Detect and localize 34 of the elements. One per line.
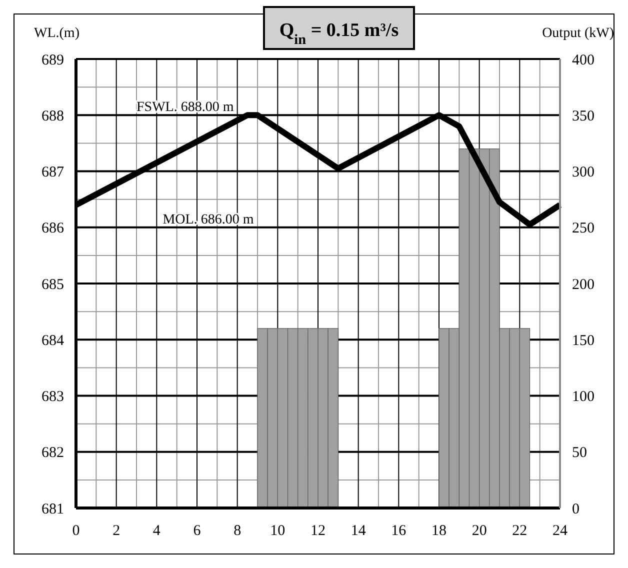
x-tick-label: 20 bbox=[472, 523, 487, 539]
x-tick-label: 16 bbox=[391, 523, 407, 539]
x-tick-label: 18 bbox=[432, 523, 446, 539]
y2-tick-label: 350 bbox=[572, 108, 594, 124]
y-tick-label: 689 bbox=[42, 52, 64, 68]
x-tick-label: 14 bbox=[350, 523, 366, 539]
x-tick-label: 24 bbox=[552, 523, 568, 539]
y2-tick-label: 250 bbox=[572, 220, 594, 237]
x-tick-label: 8 bbox=[234, 523, 242, 539]
y2-tick-label: 200 bbox=[572, 276, 594, 293]
y2-tick-label: 100 bbox=[572, 389, 594, 405]
y2-tick-label: 400 bbox=[572, 52, 594, 68]
x-tick-label: 2 bbox=[112, 523, 120, 539]
y2-axis-title: Output (kW) bbox=[542, 26, 614, 42]
y-axis-title: WL.(m) bbox=[34, 26, 80, 42]
chart-title: Q$_{in}$ = 0.15 m³/s bbox=[279, 20, 399, 48]
y-tick-label: 681 bbox=[42, 501, 64, 518]
x-tick-label: 12 bbox=[310, 523, 326, 539]
y-tick-label: 682 bbox=[42, 445, 64, 462]
y-tick-label: 688 bbox=[42, 108, 64, 124]
y2-tick-label: 0 bbox=[572, 501, 580, 518]
x-tick-label: 4 bbox=[152, 523, 161, 539]
y-tick-label: 684 bbox=[42, 332, 64, 349]
y2-tick-label: 300 bbox=[572, 164, 594, 180]
y-tick-label: 683 bbox=[42, 389, 64, 405]
y-tick-label: 686 bbox=[42, 220, 64, 237]
y-tick-label: 687 bbox=[42, 164, 64, 180]
x-tick-label: 6 bbox=[193, 523, 202, 539]
y-tick-label: 685 bbox=[42, 276, 64, 293]
y2-tick-label: 50 bbox=[572, 445, 587, 462]
x-tick-label: 10 bbox=[270, 523, 286, 539]
y2-tick-label: 150 bbox=[572, 332, 594, 349]
x-tick-label: 22 bbox=[512, 523, 528, 539]
x-tick-label: 0 bbox=[72, 523, 80, 539]
